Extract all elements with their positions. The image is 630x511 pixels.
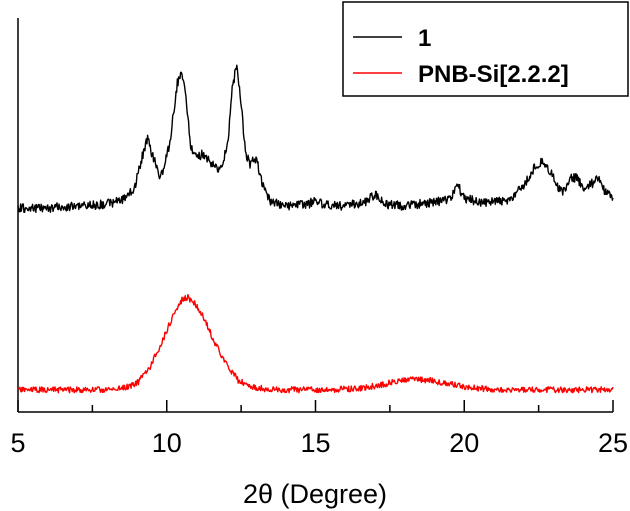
x-tick-label: 10 — [152, 428, 182, 458]
x-ticks — [17, 400, 614, 412]
x-tick-labels: 5 10 15 20 25 — [10, 428, 628, 458]
legend-label-series-1: 1 — [418, 25, 431, 52]
x-tick-label: 25 — [598, 428, 628, 458]
series-layer — [17, 64, 614, 394]
series-line-2 — [17, 293, 614, 394]
x-tick-label: 5 — [10, 428, 25, 458]
legend: 1 PNB-Si[2.2.2] — [342, 1, 629, 97]
legend-box — [342, 1, 629, 97]
plot-area: 5 10 15 20 25 — [10, 18, 628, 458]
legend-label-series-2: PNB-Si[2.2.2] — [418, 61, 569, 88]
series-line-1 — [17, 64, 614, 214]
x-axis-title: 2θ (Degree) — [243, 479, 387, 509]
x-tick-label: 20 — [449, 428, 479, 458]
x-tick-label: 15 — [300, 428, 330, 458]
